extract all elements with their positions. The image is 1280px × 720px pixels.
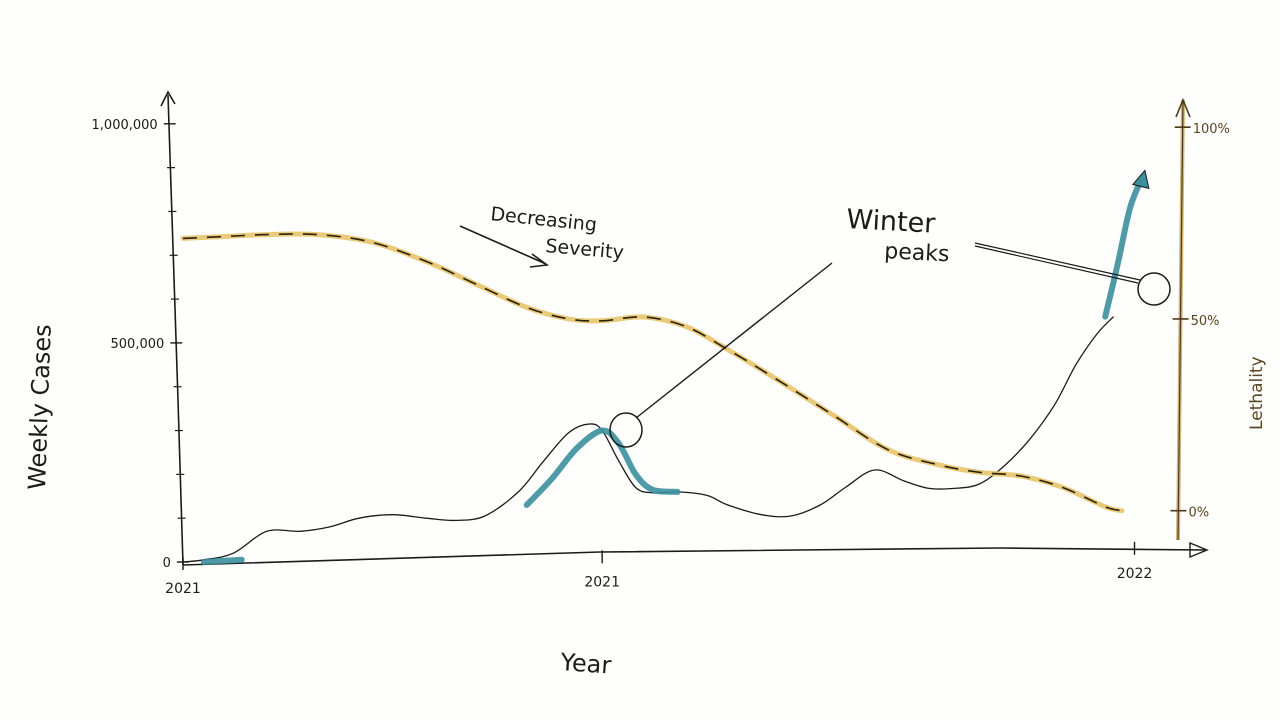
tick-marks <box>163 123 1191 570</box>
annotation-decreasing: Decreasing <box>489 203 597 236</box>
series-layer <box>180 231 1125 563</box>
first-peak-circle <box>609 412 643 448</box>
axes <box>160 90 1209 566</box>
series-0-line <box>182 316 1115 563</box>
y-axis-arrowhead <box>160 90 176 107</box>
annotation-severity: Severity <box>545 235 625 264</box>
y-axis-title: Weekly Cases <box>23 324 57 490</box>
series-1-dashes <box>182 233 1123 512</box>
y2-tick-label-0: 0% <box>1188 506 1209 521</box>
annotation-peaks: peaks <box>884 239 950 267</box>
decreasing-severity-annotation: Decreasing Severity <box>459 203 625 268</box>
highlight-arrowhead <box>1131 169 1150 190</box>
y-axis-line <box>167 94 184 566</box>
x-tick-label-1: 2021 <box>584 574 620 590</box>
y2-tick-label-1: 50% <box>1191 314 1220 329</box>
tick-labels: 0 500,000 1,000,000 2021 2021 2022 0% 50% 100% <box>92 118 1230 597</box>
highlight-layer <box>201 169 1150 565</box>
x-axis-title: Year <box>559 648 613 680</box>
y2-axis-title: Lethality <box>1247 356 1267 430</box>
x-tick-label-0: 2021 <box>165 581 201 597</box>
annotation-arrow <box>459 225 547 265</box>
y-tick-label-0: 0 <box>163 556 171 571</box>
y2-axis-ink-line <box>1177 99 1184 541</box>
highlight-segment-1 <box>523 427 681 508</box>
series-1-band <box>180 231 1125 514</box>
pointer-line-first-peak <box>635 262 833 419</box>
second-peak-circle <box>1137 272 1171 306</box>
x-axis-arrowhead <box>1189 541 1209 559</box>
y-tick-label-2: 1,000,000 <box>92 118 158 133</box>
highlight-segment-2 <box>1102 173 1146 320</box>
annotation-arrowhead <box>529 253 550 268</box>
winter-peaks-annotation: Winter peaks <box>609 204 1171 448</box>
highlight-segment-0 <box>201 556 245 565</box>
x-tick-label-2: 2022 <box>1117 566 1153 582</box>
y2-tick-label-2: 100% <box>1193 122 1230 137</box>
y2-axis-arrowhead <box>1175 97 1191 118</box>
y-tick-label-1: 500,000 <box>111 337 165 352</box>
annotation-winter: Winter <box>846 204 937 240</box>
x-axis-line <box>182 547 1206 566</box>
pointer-line-second-peak <box>974 242 1141 284</box>
